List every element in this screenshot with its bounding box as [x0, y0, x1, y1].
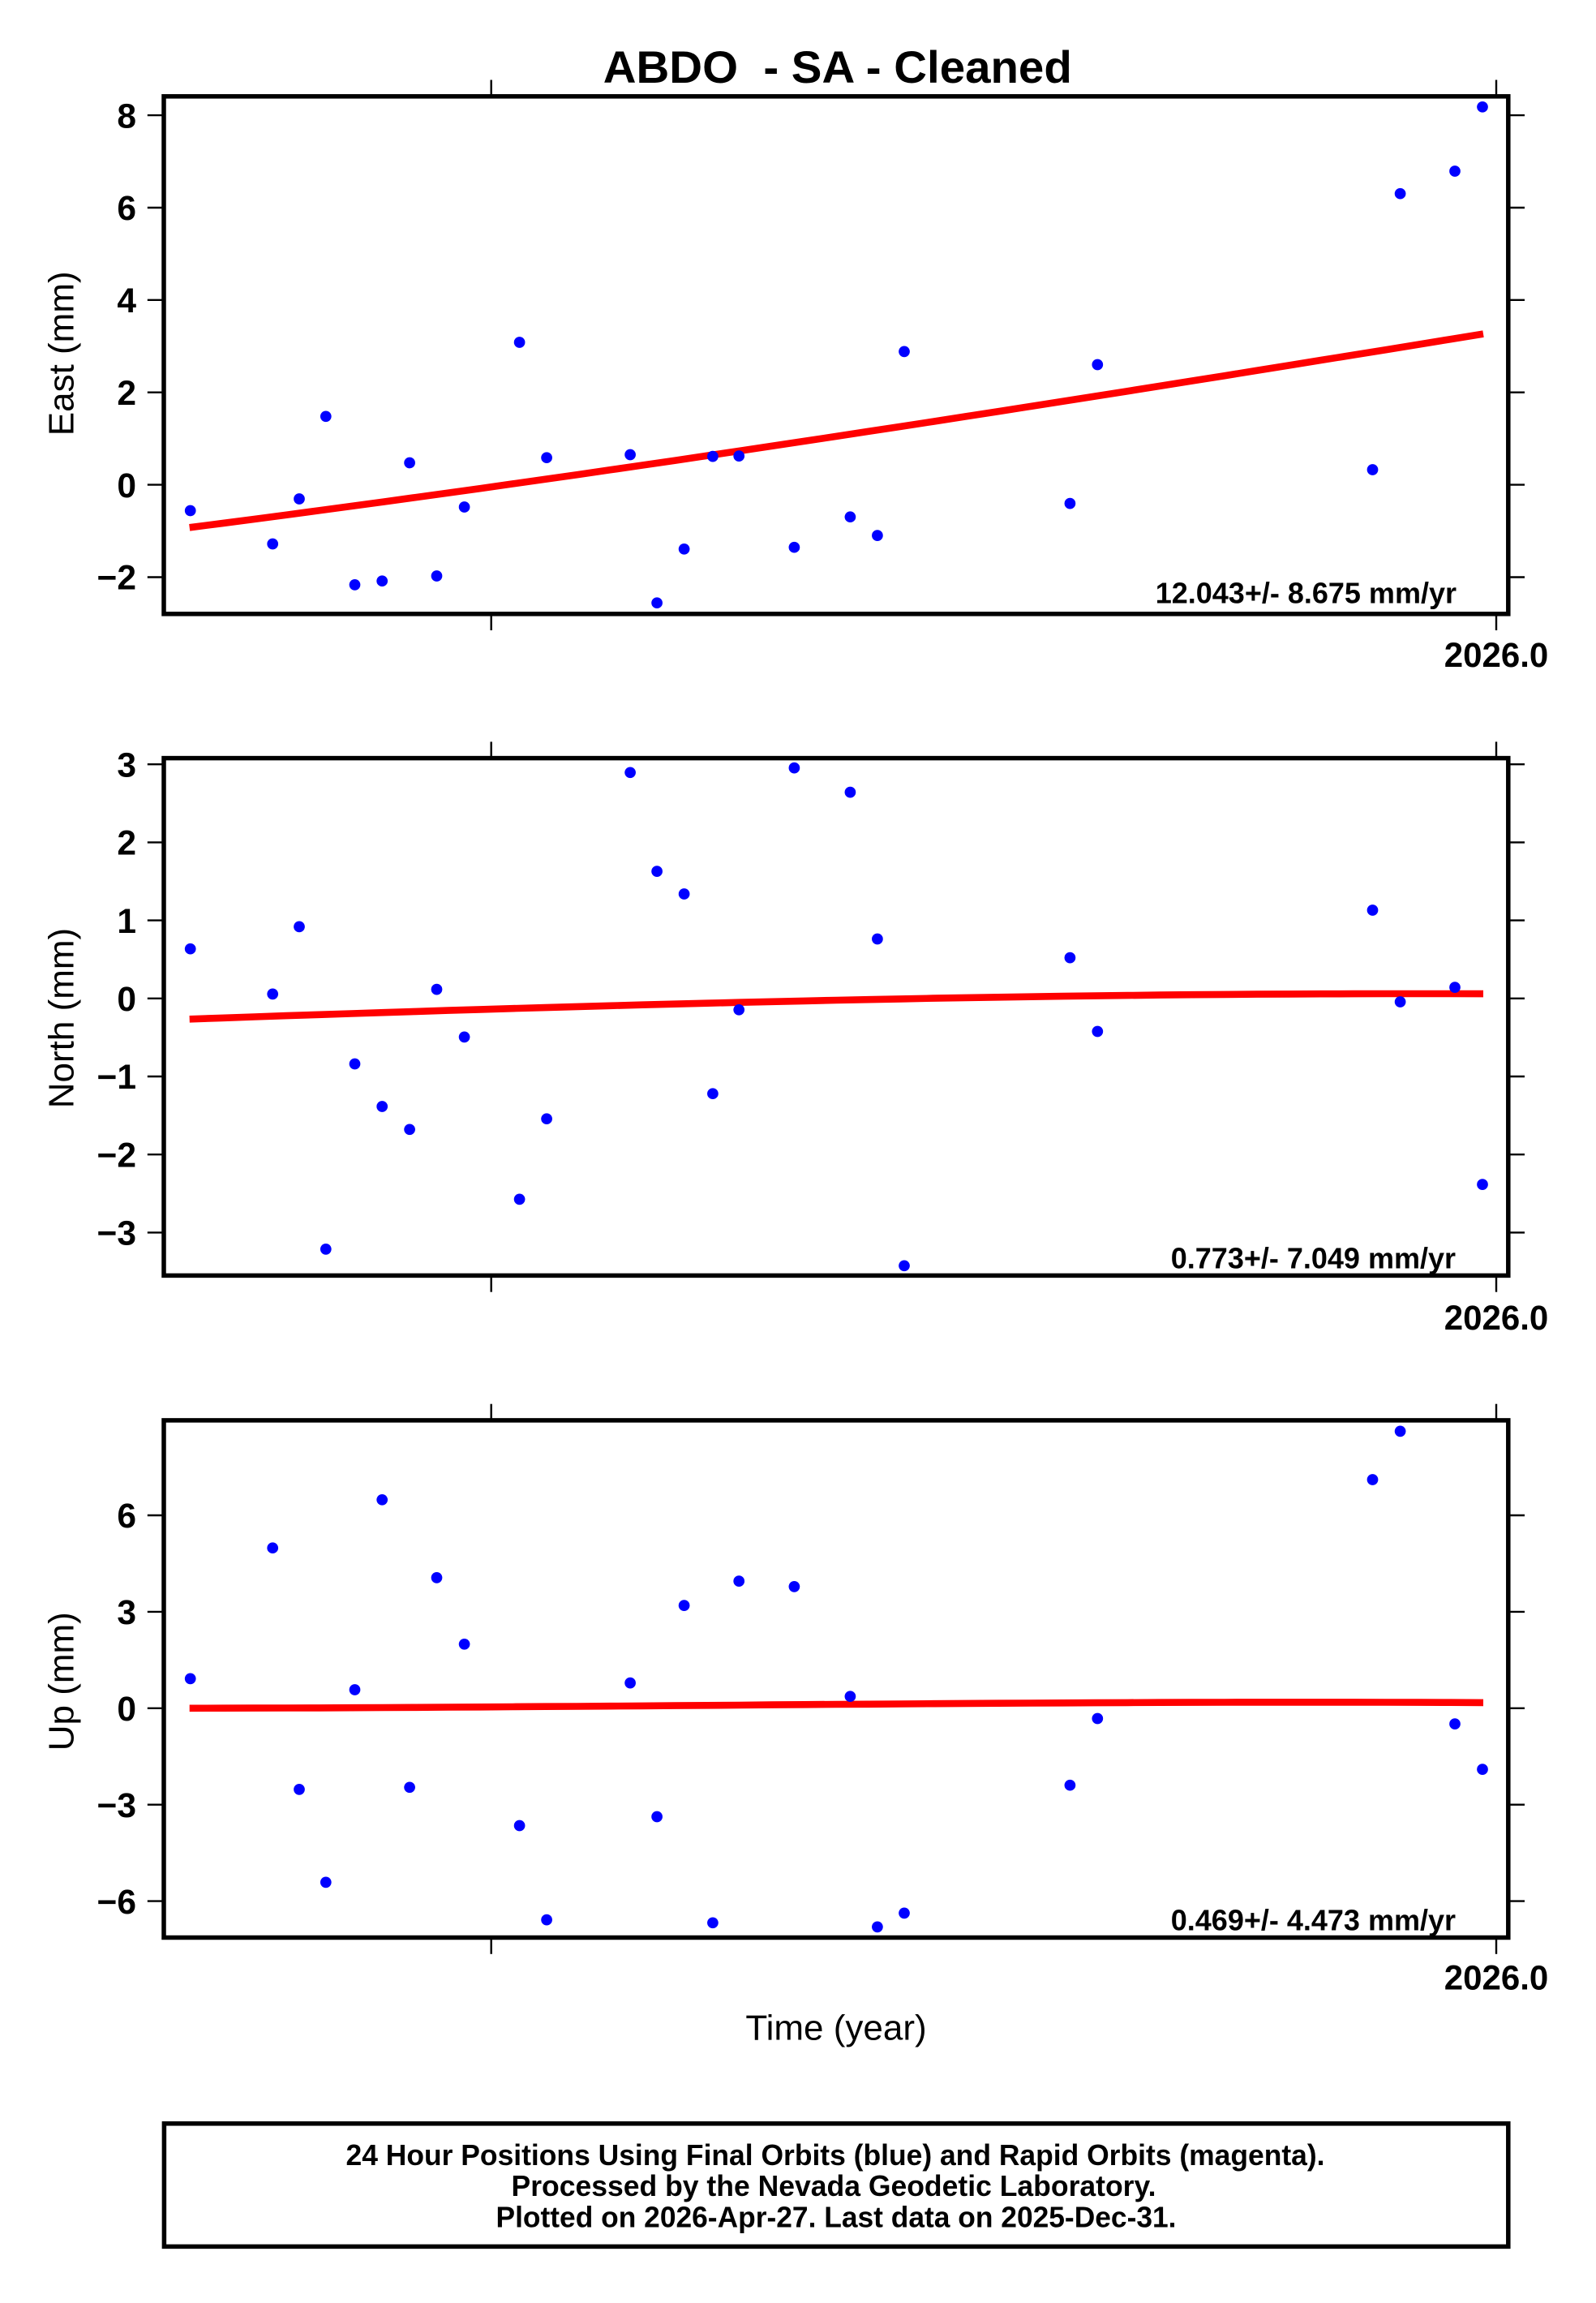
svg-text:12.043+/- 8.675 mm/yr: 12.043+/- 8.675 mm/yr	[1156, 576, 1457, 609]
svg-text:8: 8	[117, 97, 136, 135]
svg-text:0: 0	[117, 1691, 136, 1729]
svg-text:East (mm): East (mm)	[42, 271, 82, 436]
svg-text:−1: −1	[97, 1059, 136, 1097]
svg-text:0.469+/- 4.473 mm/yr: 0.469+/- 4.473 mm/yr	[1171, 1904, 1456, 1937]
svg-text:2026.0: 2026.0	[1444, 1300, 1549, 1338]
svg-text:3: 3	[117, 746, 136, 784]
svg-text:6: 6	[117, 1497, 136, 1536]
svg-text:0: 0	[117, 981, 136, 1019]
svg-text:Plotted on 2026-Apr-27. Last d: Plotted on 2026-Apr-27. Last data on 202…	[496, 2201, 1177, 2234]
svg-text:−2: −2	[97, 1136, 136, 1175]
svg-text:−3: −3	[97, 1215, 136, 1253]
svg-text:6: 6	[117, 190, 136, 228]
svg-text:−6: −6	[97, 1884, 136, 1922]
svg-text:24 Hour Positions Using Final: 24 Hour Positions Using Final Orbits (bl…	[346, 2138, 1325, 2172]
svg-text:North (mm): North (mm)	[42, 928, 82, 1108]
svg-text:−3: −3	[97, 1787, 136, 1825]
svg-text:0: 0	[117, 467, 136, 505]
svg-text:Time (year): Time (year)	[745, 2008, 926, 2047]
svg-text:−2: −2	[97, 560, 136, 598]
svg-text:2: 2	[117, 375, 136, 413]
svg-text:2026.0: 2026.0	[1444, 1960, 1549, 1998]
svg-text:Up (mm): Up (mm)	[42, 1612, 82, 1751]
svg-text:Processed by the Nevada Geodet: Processed by the Nevada Geodetic Laborat…	[512, 2169, 1156, 2202]
svg-text:1: 1	[117, 903, 136, 941]
svg-text:4: 4	[117, 282, 136, 320]
svg-text:ABDO - SA - Cleaned: ABDO - SA - Cleaned	[603, 42, 1072, 92]
svg-text:2: 2	[117, 825, 136, 863]
svg-text:3: 3	[117, 1594, 136, 1632]
svg-text:0.773+/- 7.049 mm/yr: 0.773+/- 7.049 mm/yr	[1171, 1241, 1456, 1274]
svg-text:2026.0: 2026.0	[1444, 637, 1549, 675]
